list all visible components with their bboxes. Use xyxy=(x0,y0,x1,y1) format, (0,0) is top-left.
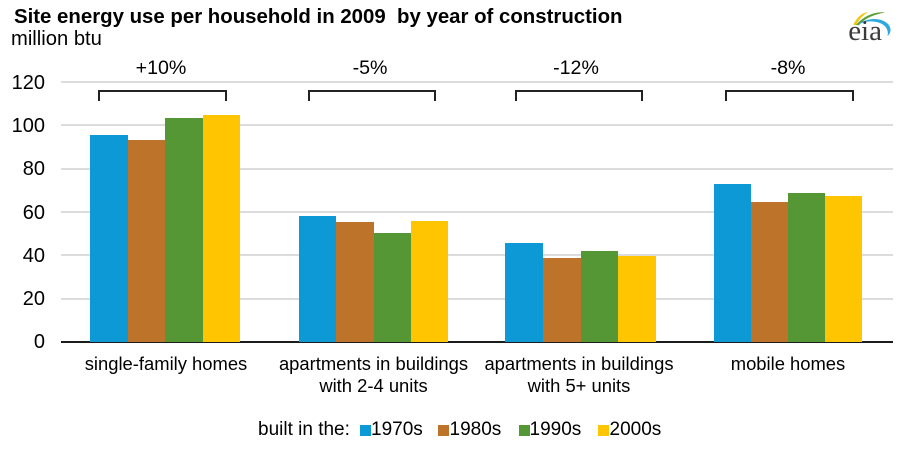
svg-text:eia: eia xyxy=(848,15,882,47)
